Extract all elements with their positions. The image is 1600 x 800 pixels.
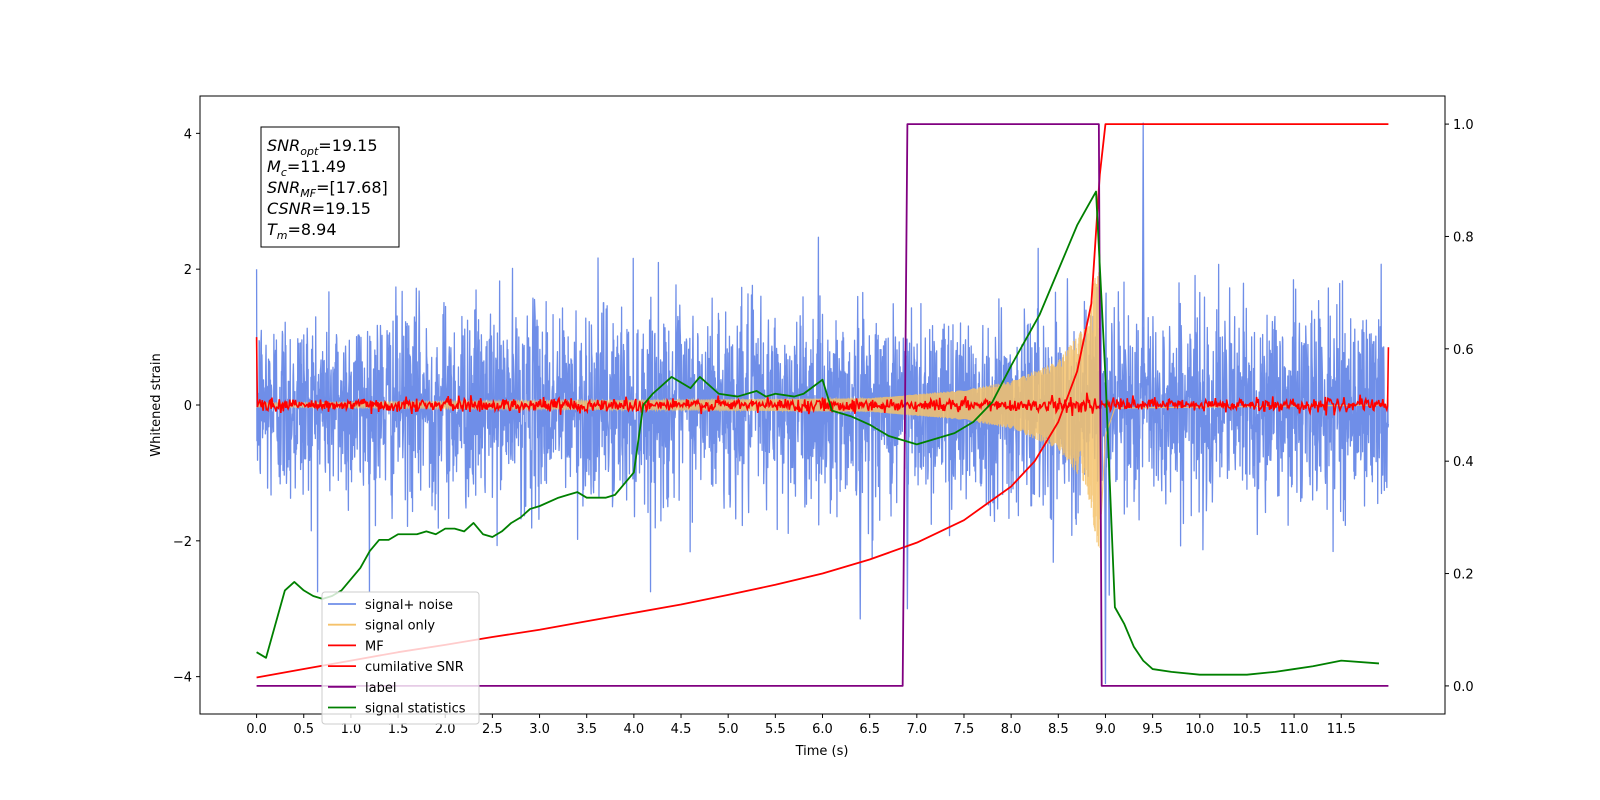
x-tick-label: 11.5 [1327,722,1356,737]
x-tick-label: 8.0 [1001,722,1022,737]
x-tick-label: 8.5 [1048,722,1069,737]
x-tick-label: 11.0 [1280,722,1309,737]
info-line-value: =19.15 [318,136,377,155]
series-layer [255,122,1390,687]
info-line-symbol: SNR [267,136,300,155]
x-tick-label: 0.0 [246,722,267,737]
x-tick-label: 0.5 [293,722,314,737]
x-tick-label: 2.5 [482,722,503,737]
y-axis-title: Whitened strain [149,353,164,456]
x-tick-label: 4.5 [671,722,692,737]
legend-label: signal+ noise [365,598,453,613]
series-label-line [256,123,1389,687]
x-tick-label: 2.0 [435,722,456,737]
x-tick-label: 9.5 [1142,722,1163,737]
info-line-value: =8.94 [288,220,337,239]
info-line: Mc=11.49 [267,157,346,179]
y2-tick-label: 1.0 [1453,118,1474,133]
info-line-symbol: CSNR [267,199,312,218]
info-line-value: =19.15 [312,199,371,218]
legend-label: MF [365,639,384,654]
info-line: SNRopt=19.15 [267,136,378,158]
y2-tick-label: 0.8 [1453,230,1474,245]
info-line-subscript: m [277,229,288,242]
series-mf-line [255,337,1390,416]
info-line-symbol: M [267,157,281,176]
y2-tick-label: 0.4 [1453,455,1474,470]
info-line-symbol: T [267,220,278,239]
x-tick-label: 5.0 [718,722,739,737]
y-tick-label: 4 [184,127,192,142]
info-box-frame [260,126,400,248]
info-line: SNRMF=[17.68] [267,178,388,200]
series-signal-plus-noise-line [255,122,1390,685]
y-tick-label: 0 [184,399,192,414]
x-tick-label: 9.0 [1095,722,1116,737]
x-tick-label: 7.5 [954,722,975,737]
legend: signal+ noise signal only MF cumilative SNR… [321,591,480,725]
x-tick-label: 10.0 [1185,722,1214,737]
legend-label: signal statistics [365,702,466,717]
info-line-subscript: MF [300,187,316,200]
legend-label: cumilative SNR [365,660,464,675]
x-tick-label: 4.0 [624,722,645,737]
legend-label: signal only [365,619,435,634]
info-line-value: =[17.68] [316,178,388,197]
legend-label: label [365,681,396,696]
x-axis-title: Time (s) [795,744,849,759]
info-annotation-box: SNRopt=19.15Mc=11.49SNRMF=[17.68]CSNR=19… [260,126,400,248]
info-line: Tm=8.94 [267,220,337,242]
x-tick-label: 10.5 [1232,722,1261,737]
x-tick-label: 6.5 [859,722,880,737]
y2-tick-label: 0.6 [1453,343,1474,358]
axes-layer: 0.0 0.5 1.0 1.5 2.0 2.5 3.0 3.5 4.0 4.5 5.0 5.5 6.0 6… [173,118,1474,737]
series-signal-statistics-line [256,190,1380,676]
y2-tick-label: 0.0 [1453,680,1474,695]
x-tick-label: 3.5 [576,722,597,737]
info-line-subscript: c [281,166,287,179]
y-tick-label: −4 [173,671,192,686]
info-line-subscript: opt [300,145,319,158]
x-tick-label: 6.0 [812,722,833,737]
y-tick-label: 2 [184,263,192,278]
legend-frame [321,591,480,725]
x-tick-label: 1.5 [388,722,409,737]
x-tick-label: 1.0 [341,722,362,737]
y-tick-label: −2 [173,535,192,550]
info-line-value: =11.49 [287,157,346,176]
y2-tick-label: 0.2 [1453,568,1474,583]
info-line: CSNR=19.15 [267,199,371,218]
info-line-symbol: SNR [267,178,300,197]
x-tick-label: 3.0 [529,722,550,737]
x-tick-label: 7.0 [906,722,927,737]
x-tick-label: 5.5 [765,722,786,737]
